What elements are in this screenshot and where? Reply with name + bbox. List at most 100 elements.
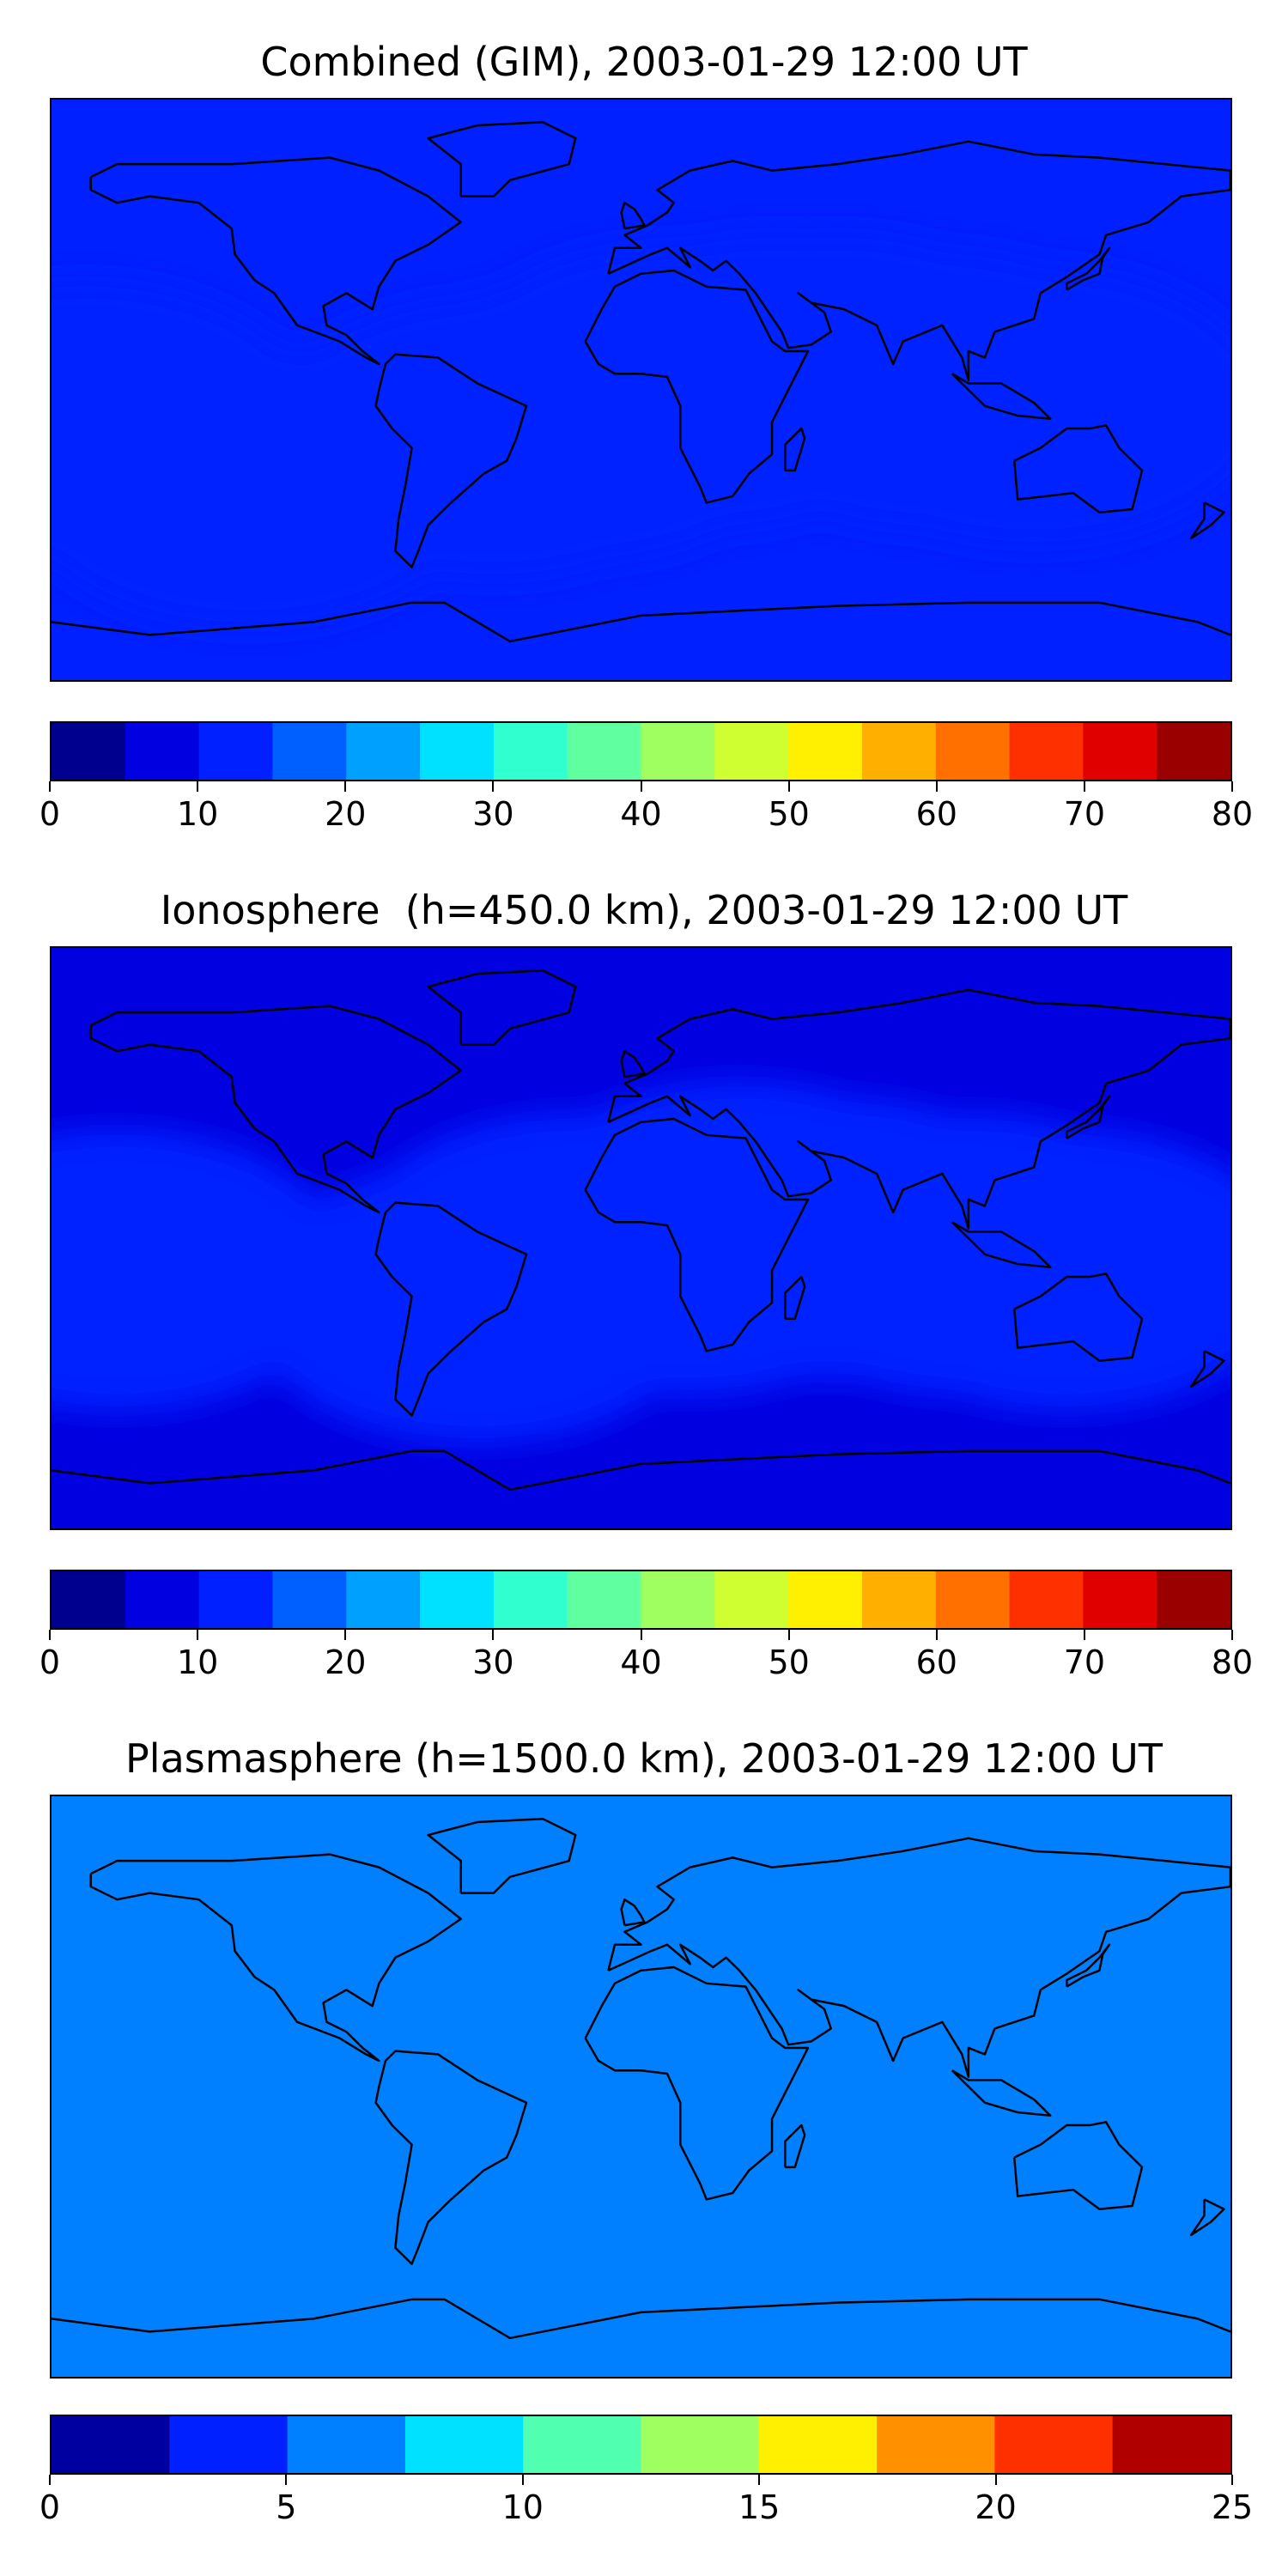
colorbar-swatch xyxy=(52,723,126,780)
colorbar-tick-label: 30 xyxy=(472,1643,514,1681)
colorbar-tick xyxy=(492,781,495,792)
colorbar-swatch xyxy=(523,2416,642,2473)
colorbar-swatches-ionosphere xyxy=(52,1571,1230,1628)
coastline-greenland xyxy=(427,1818,577,1894)
colorbar-swatch xyxy=(1157,1571,1230,1628)
colorbar-tick xyxy=(994,2475,997,2485)
colorbar-tick xyxy=(758,2475,761,2485)
colorbar-tick xyxy=(1083,781,1085,792)
colorbar-swatches-plasmasphere xyxy=(52,2416,1230,2473)
colorbar-swatch xyxy=(493,1571,568,1628)
colorbar-tick-label: 60 xyxy=(915,1643,957,1681)
coastline-south-america xyxy=(374,353,528,568)
colorbar-swatch xyxy=(935,1571,1011,1628)
colorbar-tick-label: 70 xyxy=(1063,795,1106,833)
colorbar-tick-label: 20 xyxy=(325,1643,367,1681)
colorbar-tick xyxy=(492,1630,495,1640)
coastline-greenland xyxy=(427,969,577,1046)
colorbar-swatch xyxy=(125,1571,200,1628)
colorbar-swatch xyxy=(994,2416,1114,2473)
coastline-africa xyxy=(584,269,810,504)
colorbar-tick-label: 80 xyxy=(1211,795,1254,833)
colorbar-swatch xyxy=(567,1571,642,1628)
map-ionosphere xyxy=(50,946,1232,1530)
heatmap-contour-7-0 xyxy=(803,264,1230,547)
colorbar-swatch xyxy=(788,1571,863,1628)
colorbar-tick-label: 30 xyxy=(472,795,514,833)
colorbar-tick xyxy=(49,781,51,792)
colorbar-tick xyxy=(640,1630,642,1640)
coastline-uk xyxy=(620,1898,646,1927)
colorbar-swatch xyxy=(1083,723,1157,780)
colorbar-tick xyxy=(521,2475,524,2485)
colorbar-swatch xyxy=(198,723,274,780)
colorbar-swatch xyxy=(861,723,937,780)
colorbar-swatch xyxy=(404,2416,524,2473)
colorbar-swatch xyxy=(125,723,200,780)
colorbar-ticks-plasmasphere: 0 5 10 15 20 25 xyxy=(39,2475,1253,2526)
coastline-new-zealand xyxy=(1189,1350,1225,1388)
colorbar-tick xyxy=(1231,781,1233,792)
heatmap-contour-7-0 xyxy=(868,1994,1230,2276)
colorbar-tick xyxy=(285,2475,288,2485)
coastline-north-america xyxy=(89,1853,462,2063)
colorbar-ticks-combined: 0 10 20 30 40 50 60 70 80 xyxy=(39,781,1253,833)
coastline-south-america xyxy=(374,2050,528,2265)
heatmap-combined xyxy=(52,100,1230,680)
coastline-antarctica xyxy=(52,1449,1230,1492)
colorbar-swatch xyxy=(758,2416,878,2473)
coastline-uk xyxy=(620,201,646,230)
map-plasmasphere xyxy=(50,1795,1232,2379)
colorbar-tick xyxy=(935,1630,938,1640)
heatmap-plasmasphere xyxy=(52,1796,1230,2377)
coastline-australia xyxy=(1012,424,1144,513)
colorbar-tick-label: 50 xyxy=(768,1643,810,1681)
coastline-japan xyxy=(1066,246,1111,291)
colorbar-tick xyxy=(49,2475,51,2485)
coastline-japan xyxy=(1066,1943,1111,1988)
coastline-madagascar xyxy=(784,2123,806,2169)
colorbar-tick-label: 60 xyxy=(915,795,957,833)
coastline-africa xyxy=(584,1117,810,1352)
colorbar-tick xyxy=(344,781,347,792)
coastline-eurasia xyxy=(607,1837,1230,2079)
colorbar-swatch xyxy=(1083,1571,1157,1628)
colorbar-swatch xyxy=(935,723,1011,780)
colorbar-tick-label: 5 xyxy=(276,2488,297,2526)
colorbar-tick xyxy=(935,781,938,792)
colorbar-ticks-ionosphere: 0 10 20 30 40 50 60 70 80 xyxy=(39,1630,1253,1681)
colorbar-tick-label: 15 xyxy=(738,2488,781,2526)
heatmap-contour-5-0 xyxy=(246,1162,709,1444)
coastline-north-america xyxy=(89,1005,462,1214)
colorbar-swatch xyxy=(493,723,568,780)
colorbar-tick xyxy=(1083,1630,1085,1640)
coastline-indonesia xyxy=(951,2069,1052,2117)
coastline-japan xyxy=(1066,1095,1111,1139)
colorbar-tick-label: 0 xyxy=(39,1643,61,1681)
colorbar-tick xyxy=(49,1630,51,1640)
colorbar-tick-label: 10 xyxy=(176,795,219,833)
colorbar-swatch xyxy=(346,723,421,780)
colorbar-tick xyxy=(197,781,199,792)
colorbar-swatch xyxy=(169,2416,289,2473)
colorbar-tick xyxy=(640,781,642,792)
coastline-south-america xyxy=(374,1201,528,1417)
colorbar-swatch xyxy=(861,1571,937,1628)
colorbar-plasmasphere xyxy=(50,2415,1232,2475)
colorbar-tick xyxy=(1231,1630,1233,1640)
colorbar-tick xyxy=(1231,2475,1233,2485)
colorbar-swatch xyxy=(714,723,789,780)
colorbar-tick xyxy=(344,1630,347,1640)
coastline-new-zealand xyxy=(1189,2198,1225,2237)
colorbar-swatch xyxy=(1157,723,1230,780)
colorbar-swatch xyxy=(641,1571,715,1628)
colorbar-swatch xyxy=(198,1571,274,1628)
coastline-madagascar xyxy=(784,1275,806,1321)
colorbar-ionosphere xyxy=(50,1570,1232,1630)
colorbar-tick xyxy=(197,1630,199,1640)
coastline-indonesia xyxy=(951,373,1052,421)
heatmap-contour-9-0 xyxy=(52,345,479,628)
colorbar-tick-label: 20 xyxy=(325,795,367,833)
colorbar-combined xyxy=(50,721,1232,781)
colorbar-swatch xyxy=(877,2416,995,2473)
